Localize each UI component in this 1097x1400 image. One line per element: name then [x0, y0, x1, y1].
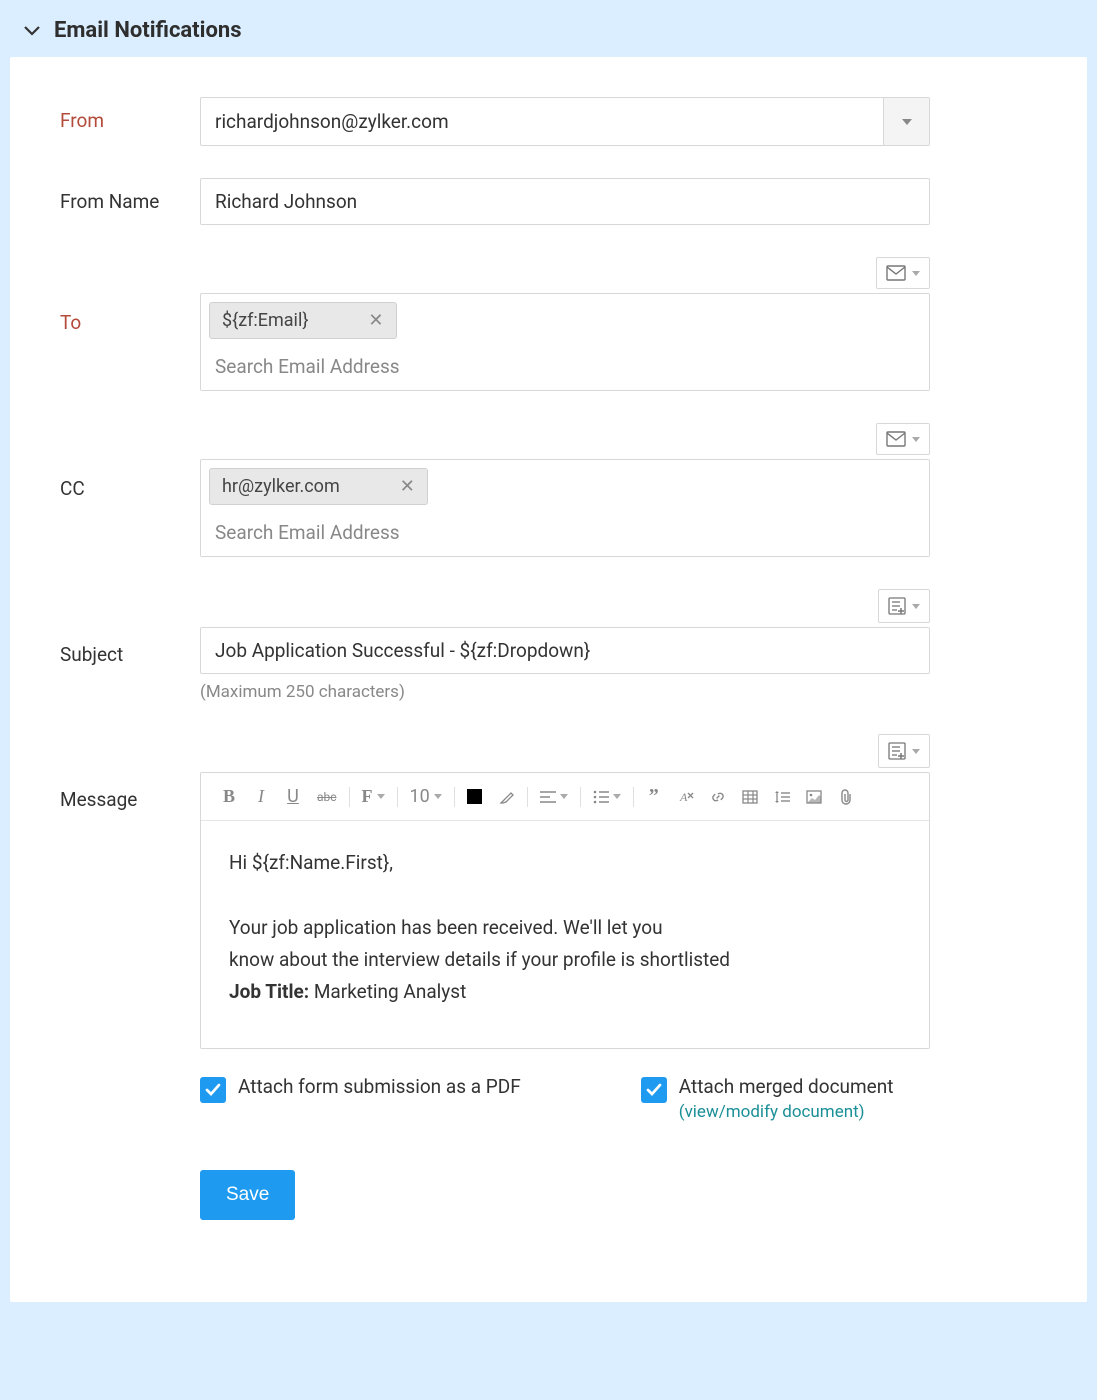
message-job-title: Job Title: Marketing Analyst: [229, 976, 901, 1008]
from-dropdown-button[interactable]: [883, 98, 929, 145]
checkbox-checked-icon: [641, 1077, 667, 1103]
attach-merged-label: Attach merged document: [679, 1075, 894, 1098]
align-button[interactable]: [532, 788, 576, 806]
image-icon: [806, 790, 822, 804]
caret-down-icon: [912, 604, 920, 609]
attach-pdf-label: Attach form submission as a PDF: [238, 1075, 521, 1098]
toolbar-separator: [580, 787, 581, 807]
subject-insert-field-button[interactable]: [878, 589, 930, 623]
insert-field-icon: [888, 742, 906, 760]
to-addressbook-button[interactable]: [876, 257, 930, 289]
cc-field[interactable]: hr@zylker.com ✕: [200, 459, 930, 557]
caret-down-icon: [613, 794, 621, 799]
highlight-button[interactable]: [491, 787, 523, 807]
to-tag-label: ${zf:Email}: [222, 310, 308, 331]
checkbox-checked-icon: [200, 1077, 226, 1103]
toolbar-separator: [397, 787, 398, 807]
italic-button[interactable]: I: [245, 784, 277, 809]
envelope-icon: [886, 265, 906, 281]
to-search-input[interactable]: [201, 343, 929, 390]
message-line: know about the interview details if your…: [229, 944, 901, 976]
to-label: To: [60, 257, 200, 334]
toolbar-separator: [349, 787, 350, 807]
clear-format-button[interactable]: A: [670, 787, 702, 807]
underline-button[interactable]: U: [277, 784, 309, 809]
text-color-button[interactable]: [459, 787, 491, 806]
cc-tag-remove[interactable]: ✕: [400, 476, 415, 497]
caret-down-icon: [912, 749, 920, 754]
bold-button[interactable]: B: [213, 784, 245, 809]
to-field[interactable]: ${zf:Email} ✕: [200, 293, 930, 391]
insert-field-icon: [888, 597, 906, 615]
line-height-button[interactable]: [766, 788, 798, 806]
list-icon: [593, 790, 609, 804]
cc-addressbook-button[interactable]: [876, 423, 930, 455]
color-swatch-icon: [467, 789, 482, 804]
toolbar-separator: [633, 787, 634, 807]
from-name-label: From Name: [60, 178, 200, 213]
attach-pdf-option[interactable]: Attach form submission as a PDF: [200, 1075, 521, 1122]
editor-body[interactable]: Hi ${zf:Name.First}, Your job applicatio…: [201, 821, 929, 1048]
to-tag: ${zf:Email} ✕: [209, 302, 397, 339]
chevron-down-icon: [24, 21, 40, 40]
link-icon: [710, 789, 726, 805]
job-title-label: Job Title:: [229, 980, 309, 1003]
link-button[interactable]: [702, 787, 734, 807]
subject-hint: (Maximum 250 characters): [200, 682, 930, 702]
attach-merged-option[interactable]: Attach merged document (view/modify docu…: [641, 1075, 894, 1122]
strikethrough-button[interactable]: abc: [309, 788, 345, 806]
panel-title: Email Notifications: [54, 18, 242, 43]
cc-tag: hr@zylker.com ✕: [209, 468, 428, 505]
svg-text:A: A: [679, 790, 688, 804]
cc-label: CC: [60, 423, 200, 500]
caret-down-icon: [560, 794, 568, 799]
from-value: richardjohnson@zylker.com: [201, 98, 883, 145]
line-height-icon: [774, 790, 790, 804]
list-button[interactable]: [585, 788, 629, 806]
panel-body: From richardjohnson@zylker.com From Name…: [10, 57, 1087, 1302]
to-tag-remove[interactable]: ✕: [368, 310, 383, 331]
message-line: Your job application has been received. …: [229, 912, 901, 944]
font-family-button[interactable]: F: [354, 784, 393, 809]
subject-input[interactable]: [200, 627, 930, 674]
envelope-icon: [886, 431, 906, 447]
caret-down-icon: [434, 794, 442, 799]
caret-down-icon: [377, 794, 385, 799]
message-insert-field-button[interactable]: [878, 734, 930, 768]
paperclip-icon: [839, 789, 853, 805]
attach-button[interactable]: [830, 787, 862, 807]
align-icon: [540, 790, 556, 804]
view-modify-document-link[interactable]: (view/modify document): [679, 1102, 894, 1122]
panel-header[interactable]: Email Notifications: [0, 0, 1097, 57]
message-greeting: Hi ${zf:Name.First},: [229, 847, 901, 879]
caret-down-icon: [912, 271, 920, 276]
message-editor: B I U abc F 10: [200, 772, 930, 1049]
highlight-icon: [499, 789, 515, 805]
cc-tag-label: hr@zylker.com: [222, 476, 340, 497]
toolbar-separator: [454, 787, 455, 807]
cc-search-input[interactable]: [201, 509, 929, 556]
table-icon: [742, 790, 758, 804]
from-name-input[interactable]: [200, 178, 930, 225]
from-label: From: [60, 97, 200, 132]
toolbar-separator: [527, 787, 528, 807]
job-title-value: Marketing Analyst: [309, 980, 466, 1003]
font-size-button[interactable]: 10: [402, 784, 450, 809]
font-size-value: 10: [410, 786, 430, 807]
quote-button[interactable]: ”: [638, 783, 670, 810]
caret-down-icon: [912, 437, 920, 442]
subject-label: Subject: [60, 589, 200, 666]
from-select[interactable]: richardjohnson@zylker.com: [200, 97, 930, 146]
clear-format-icon: A: [678, 789, 694, 805]
caret-down-icon: [902, 119, 912, 125]
save-button[interactable]: Save: [200, 1170, 295, 1220]
editor-toolbar: B I U abc F 10: [201, 773, 929, 821]
table-button[interactable]: [734, 788, 766, 806]
message-label: Message: [60, 734, 200, 811]
email-notifications-panel: Email Notifications From richardjohnson@…: [0, 0, 1097, 1302]
image-button[interactable]: [798, 788, 830, 806]
